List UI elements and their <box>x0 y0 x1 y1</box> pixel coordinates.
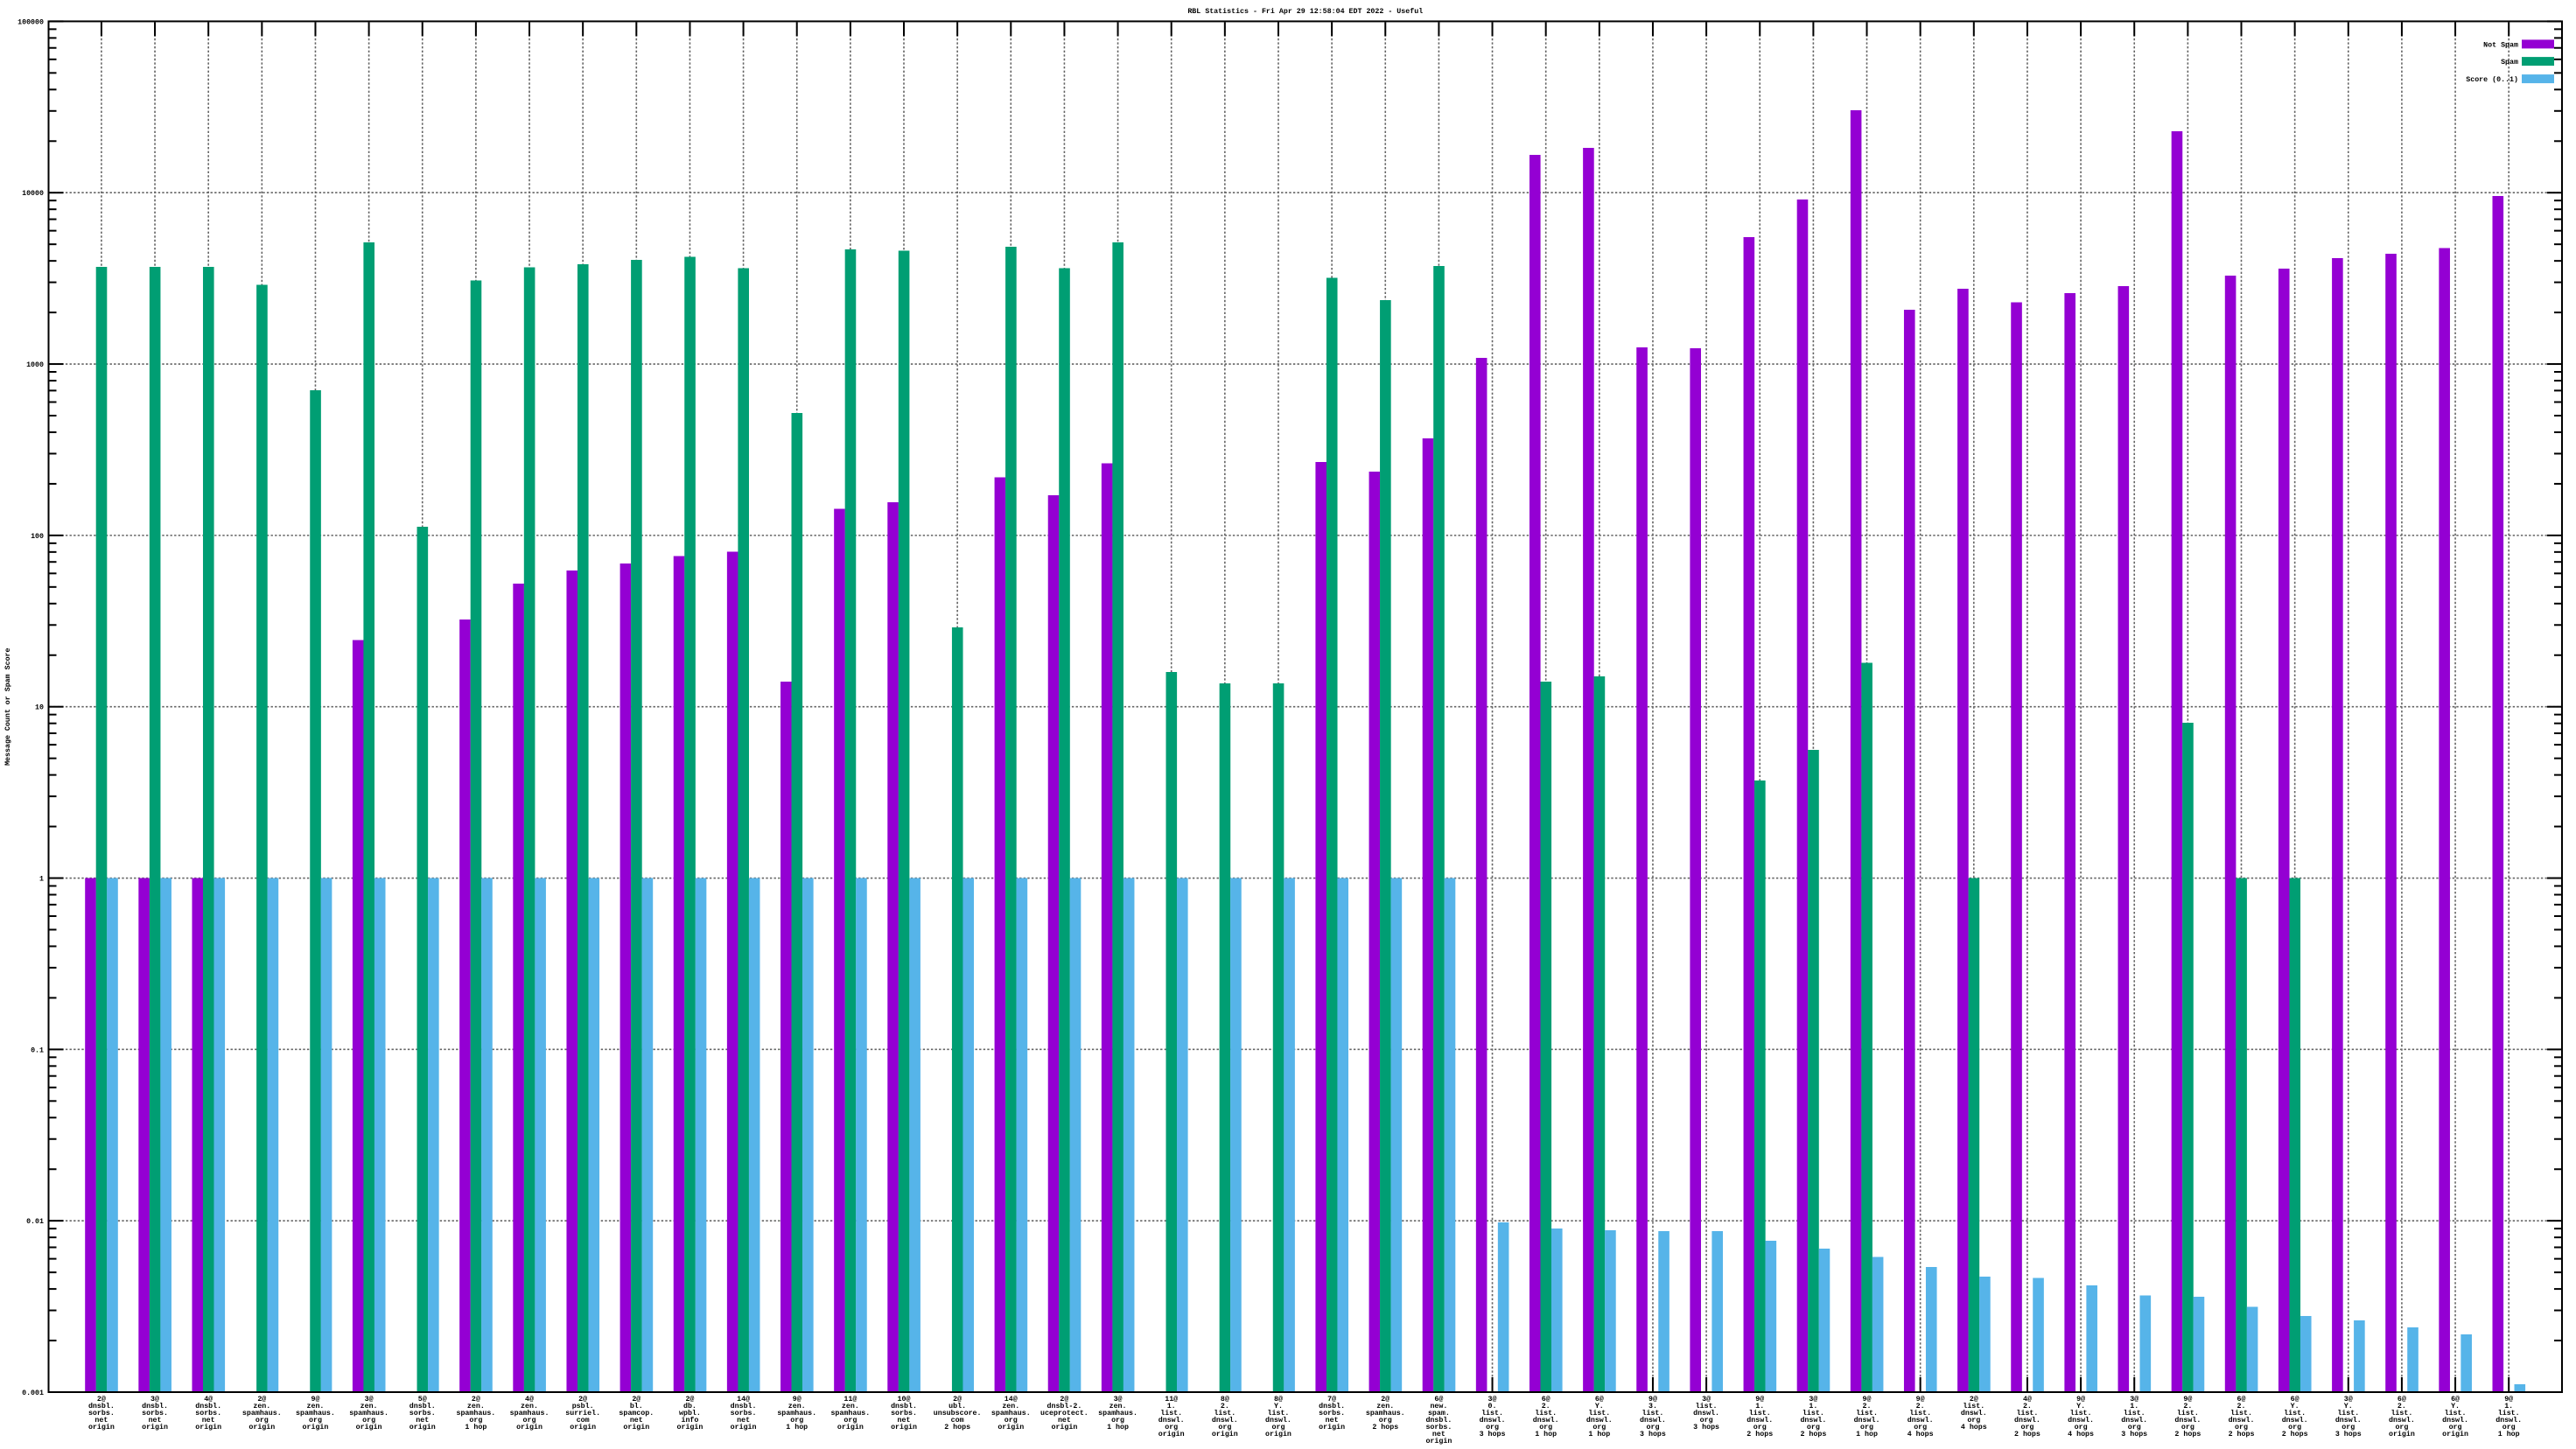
svg-text:1000: 1000 <box>26 361 44 369</box>
svg-text:1: 1 <box>39 876 44 884</box>
svg-text:Message Count or Spam Score: Message Count or Spam Score <box>4 648 12 765</box>
svg-text:Not Spam: Not Spam <box>2483 41 2518 49</box>
svg-text:100: 100 <box>31 533 44 541</box>
svg-text:0.1: 0.1 <box>31 1046 44 1054</box>
svg-text:10: 10 <box>35 704 44 712</box>
svg-text:0.001: 0.001 <box>22 1390 44 1397</box>
svg-text:Score (0..1): Score (0..1) <box>2466 75 2518 84</box>
svg-text:Spam: Spam <box>2501 59 2518 66</box>
svg-text:RBL Statistics - Fri Apr 29 12: RBL Statistics - Fri Apr 29 12:58:04 EDT… <box>1187 7 1423 16</box>
svg-text:100000: 100000 <box>18 18 44 26</box>
svg-text:10000: 10000 <box>22 190 44 198</box>
svg-text:0.01: 0.01 <box>26 1218 44 1226</box>
